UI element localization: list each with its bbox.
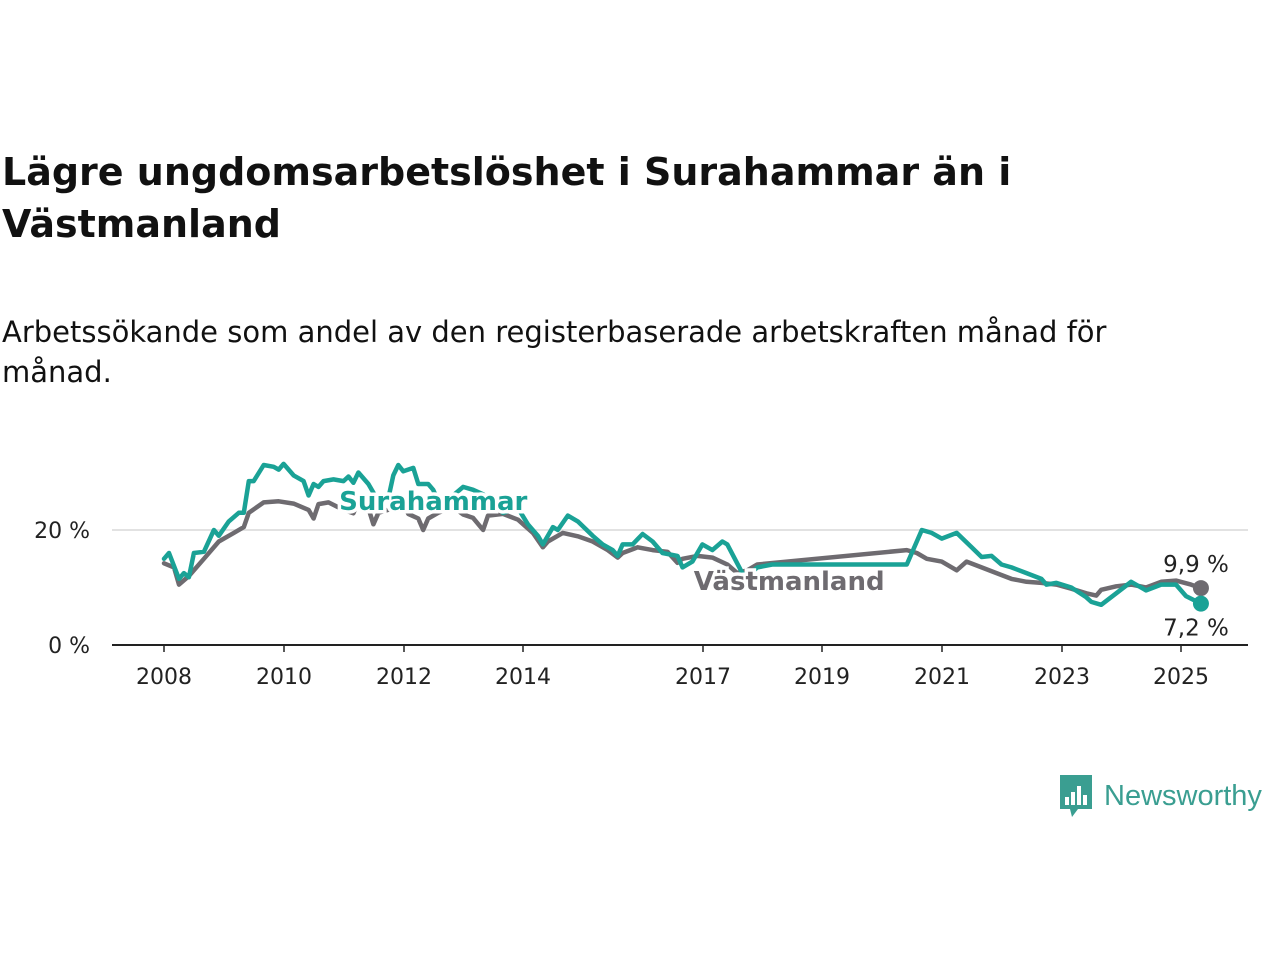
gridlines: 0 % 20 %: [34, 519, 1248, 659]
x-tick-label: 2021: [914, 665, 970, 690]
series-label-surahammar: Surahammar: [339, 487, 527, 517]
chart-title: Lägre ungdomsarbetslöshet i Surahammar ä…: [2, 150, 1012, 246]
end-value-label-surahammar: 7,2 %: [1163, 616, 1229, 642]
chart-subtitle: Arbetssökande som andel av den registerb…: [2, 315, 1107, 389]
x-tick-label: 2017: [675, 665, 731, 690]
y-tick-label: 20 %: [34, 519, 90, 544]
x-tick-label: 2025: [1153, 665, 1209, 690]
x-tick-label: 2010: [256, 665, 312, 690]
x-tick-label: 2023: [1034, 665, 1090, 690]
series-label-vastmanland: Västmanland: [694, 567, 885, 597]
series-endpoint-västmanland: [1192, 580, 1209, 597]
x-tick-label: 2019: [794, 665, 850, 690]
newsworthy-logo: Newsworthy: [1058, 772, 1262, 820]
series-lines: [161, 461, 1209, 612]
x-tick-label: 2014: [495, 665, 551, 690]
end-value-label-vastmanland: 9,9 %: [1163, 552, 1229, 578]
series-endpoint-surahammar: [1192, 595, 1209, 612]
line-chart: 0 % 20 % 2008 2010 2012 2014 2017 2019 2021 2023…: [34, 461, 1248, 690]
x-axis: 2008 2010 2012 2014 2017 2019 2021 2023 2025: [112, 644, 1248, 690]
x-tick-label: 2008: [136, 665, 192, 690]
brand-name: Newsworthy: [1104, 779, 1262, 812]
bar-chart-speech-bubble-icon: [1060, 775, 1092, 817]
y-tick-label: 0 %: [48, 634, 90, 659]
series-line-västmanland: [161, 499, 1204, 598]
series-labels: Västmanland Surahammar 9,9 % 7,2 %: [336, 484, 1232, 645]
series-line-surahammar: [161, 461, 1204, 608]
x-tick-label: 2012: [376, 665, 432, 690]
